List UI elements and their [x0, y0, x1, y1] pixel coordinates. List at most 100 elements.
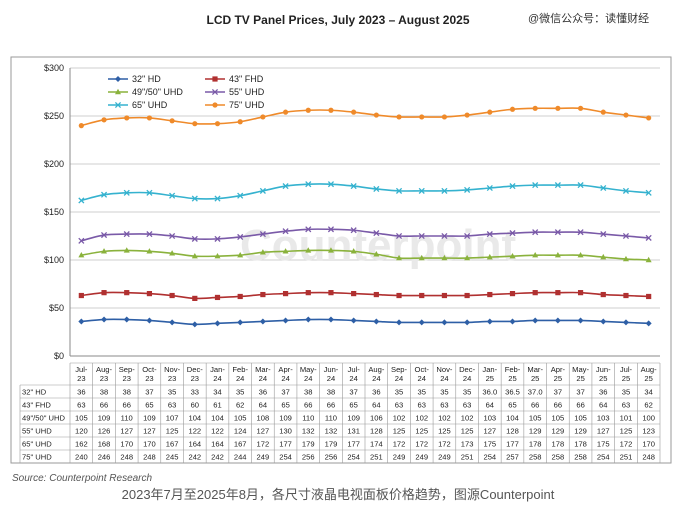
data-point: [645, 234, 652, 241]
table-cell: 177: [279, 440, 292, 449]
table-cell: 177: [347, 440, 360, 449]
table-cell: 127: [143, 427, 156, 436]
x-category-label: Apr-: [278, 365, 293, 374]
data-point: [169, 292, 175, 299]
x-category-label: Jan-: [210, 365, 225, 374]
table-cell: 66: [554, 401, 562, 410]
data-point: [191, 235, 198, 242]
table-cell: 248: [642, 453, 655, 462]
data-point: [305, 107, 311, 113]
data-point: [600, 318, 607, 325]
data-point: [645, 256, 652, 263]
data-point: [351, 291, 357, 297]
x-category-label: 25: [554, 374, 562, 383]
table-cell: 35: [395, 388, 403, 397]
table-cell: 64: [259, 401, 267, 410]
data-point: [169, 250, 176, 256]
data-point: [237, 119, 243, 125]
table-cell: 63: [440, 401, 448, 410]
data-point: [464, 112, 470, 118]
table-cell: 256: [302, 453, 315, 462]
table-cell: 38: [100, 388, 108, 397]
table-cell: 37: [145, 388, 153, 397]
table-cell: 245: [166, 453, 179, 462]
table-cell: 103: [483, 414, 496, 423]
x-category-label: Aug-: [368, 365, 385, 374]
table-cell: 178: [552, 440, 565, 449]
data-table: Jul-23Aug-23Sep-23Oct-23Nov-23Dec-23Jan-…: [19, 362, 661, 464]
data-point: [464, 254, 471, 261]
data-point: [100, 191, 108, 198]
x-category-label: Mar-: [255, 365, 271, 374]
data-point: [577, 229, 584, 236]
table-cell: 110: [121, 414, 133, 423]
table-cell: 102: [415, 414, 428, 423]
data-point: [327, 181, 335, 188]
table-cell: 63: [622, 401, 630, 410]
table-cell: 130: [279, 427, 292, 436]
x-category-label: Jun-: [324, 365, 339, 374]
table-cell: 251: [461, 453, 474, 462]
table-cell: 34: [213, 388, 221, 397]
table-cell: 62: [236, 401, 244, 410]
data-point: [418, 187, 425, 194]
x-category-label: 24: [236, 374, 244, 383]
x-category-label: Nov-: [164, 365, 181, 374]
x-category-label: 24: [349, 374, 357, 383]
table-cell: 125: [438, 427, 451, 436]
table-row: 49"/50" UHD 105 109 110 109 107 104 104 105 108 10…: [22, 414, 655, 423]
data-point: [124, 290, 130, 296]
data-point: [532, 252, 539, 258]
table-cell: 122: [211, 427, 224, 436]
data-point: [509, 318, 516, 325]
data-point: [101, 316, 108, 323]
x-category-label: Sep-: [119, 365, 136, 374]
data-point: [577, 105, 584, 111]
data-point: [396, 114, 402, 120]
table-cell: 257: [506, 453, 519, 462]
x-category-label: 24: [259, 374, 267, 383]
table-cell: 66: [327, 401, 335, 410]
table-cell: 109: [279, 414, 292, 423]
x-category-label: Aug-: [96, 365, 113, 374]
data-point: [441, 292, 448, 299]
data-point: [78, 197, 85, 204]
data-point: [350, 227, 357, 234]
data-point: [191, 321, 198, 328]
data-point: [101, 248, 108, 254]
data-point: [419, 114, 425, 120]
table-cell: 60: [191, 401, 199, 410]
data-point: [327, 316, 334, 323]
data-point: [419, 292, 425, 299]
table-cell: 63: [463, 401, 471, 410]
data-point: [350, 183, 357, 190]
legend-label: 55" UHD: [229, 87, 265, 97]
data-point: [282, 248, 289, 254]
data-point: [327, 247, 334, 253]
data-point: [282, 291, 289, 297]
table-cell: 35: [440, 388, 448, 397]
table-cell: 64: [372, 401, 380, 410]
table-cell: 125: [166, 427, 179, 436]
y-tick-label: $50: [49, 303, 64, 313]
data-point: [191, 195, 198, 202]
table-cell: 66: [531, 401, 539, 410]
data-point: [237, 319, 244, 326]
x-category-label: Feb-: [505, 365, 521, 374]
table-cell: 36: [372, 388, 380, 397]
data-point: [214, 195, 221, 202]
table-cell: 104: [188, 414, 201, 423]
data-point: [237, 233, 244, 241]
table-cell: 37: [576, 388, 584, 397]
data-point: [622, 232, 630, 240]
table-cell: 109: [143, 414, 156, 423]
data-point: [169, 118, 175, 124]
x-category-label: 25: [508, 374, 516, 383]
table-cell: 66: [304, 401, 312, 410]
data-point: [192, 295, 198, 301]
series-line: [81, 228, 649, 242]
data-point: [464, 319, 471, 326]
x-category-label: Apr-: [551, 365, 566, 374]
data-point: [169, 319, 176, 326]
data-point: [260, 114, 266, 120]
